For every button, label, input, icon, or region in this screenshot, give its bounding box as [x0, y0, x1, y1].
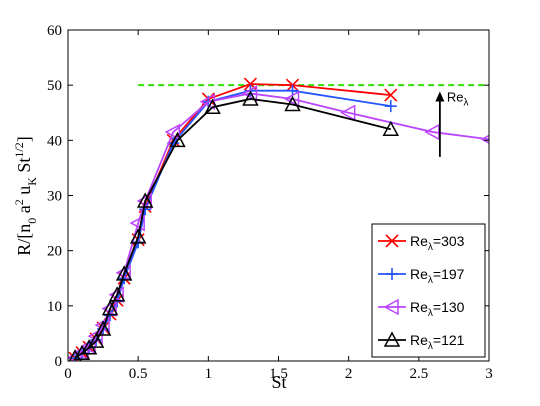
data-point: [108, 286, 124, 304]
legend-swatch-marker: [385, 234, 399, 248]
annotation-label: Reλ: [447, 89, 469, 108]
data-point: [101, 300, 119, 316]
data-point: [169, 131, 186, 148]
legend-swatch-marker: [383, 298, 399, 316]
legend-label: Reλ=197: [410, 266, 465, 286]
y-tick-label: 10: [47, 299, 62, 315]
data-point: [382, 120, 400, 137]
x-tick-label: 3: [485, 366, 493, 382]
data-point: [204, 98, 221, 114]
x-tick-label: 0: [64, 366, 72, 382]
x-tick-label: 2.5: [409, 366, 428, 382]
data-point: [284, 95, 301, 112]
svg-text:R/[n0 a2 uK St1/2]: R/[n0 a2 uK St1/2]: [12, 136, 39, 256]
data-point: [424, 123, 440, 141]
data-point: [164, 123, 180, 141]
legend-label: Reλ=303: [410, 233, 465, 253]
y-tick-label: 30: [47, 189, 62, 205]
data-point: [129, 228, 147, 244]
y-tick-label: 20: [47, 244, 62, 260]
data-point: [384, 88, 398, 102]
marker-stroke: [384, 88, 398, 102]
data-point: [242, 90, 259, 106]
series-4: [68, 90, 400, 361]
legend-item: Reλ=130: [378, 298, 465, 319]
data-point: [199, 93, 216, 110]
data-point: [340, 104, 356, 122]
data-point: [241, 85, 258, 102]
x-axis-title: St: [271, 372, 286, 392]
y-axis-title: R/[n0 a2 uK St1/2]: [12, 136, 39, 256]
legend-label: Reλ=121: [410, 332, 465, 352]
series-line: [74, 98, 391, 359]
x-tick-label: 2: [345, 366, 353, 382]
legend-swatch-marker: [383, 331, 401, 347]
data-point: [384, 100, 397, 113]
data-point: [108, 286, 126, 302]
y-tick-label: 60: [47, 23, 62, 39]
data-point: [87, 327, 103, 345]
data-point: [68, 349, 82, 361]
data-point: [73, 344, 91, 361]
y-tick-label: 50: [47, 78, 62, 94]
data-point: [115, 265, 133, 281]
data-point: [68, 349, 82, 361]
data-point: [87, 332, 105, 348]
series-1: [68, 77, 398, 361]
legend-item: Reλ=303: [378, 233, 465, 253]
marker-stroke: [385, 234, 399, 248]
data-point: [283, 90, 300, 108]
data-point: [129, 214, 145, 232]
series-2: [69, 84, 397, 361]
x-tick-label: 1: [205, 366, 213, 382]
legend-label: Reλ=130: [410, 299, 465, 319]
annotation-group: Reλ: [435, 89, 469, 157]
marker-stroke: [243, 77, 257, 91]
plot-layer: [68, 77, 489, 361]
series-line: [74, 83, 391, 359]
data-point: [94, 320, 112, 336]
legend-item: Reλ=197: [378, 266, 465, 286]
annotation-arrow-head: [435, 91, 445, 102]
y-tick-label: 40: [47, 133, 62, 149]
series-line: [74, 89, 391, 359]
data-point: [136, 192, 154, 208]
legend-swatch-marker: [386, 268, 398, 280]
legend: Reλ=303 Reλ=197 Reλ=130 Reλ=121: [371, 223, 486, 358]
x-tick-label: 1.5: [269, 366, 288, 382]
plot-area: [68, 77, 489, 361]
y-tick-label: 0: [55, 354, 63, 370]
legend-item: Reλ=121: [378, 331, 465, 352]
x-tick-label: 0.5: [129, 366, 148, 382]
